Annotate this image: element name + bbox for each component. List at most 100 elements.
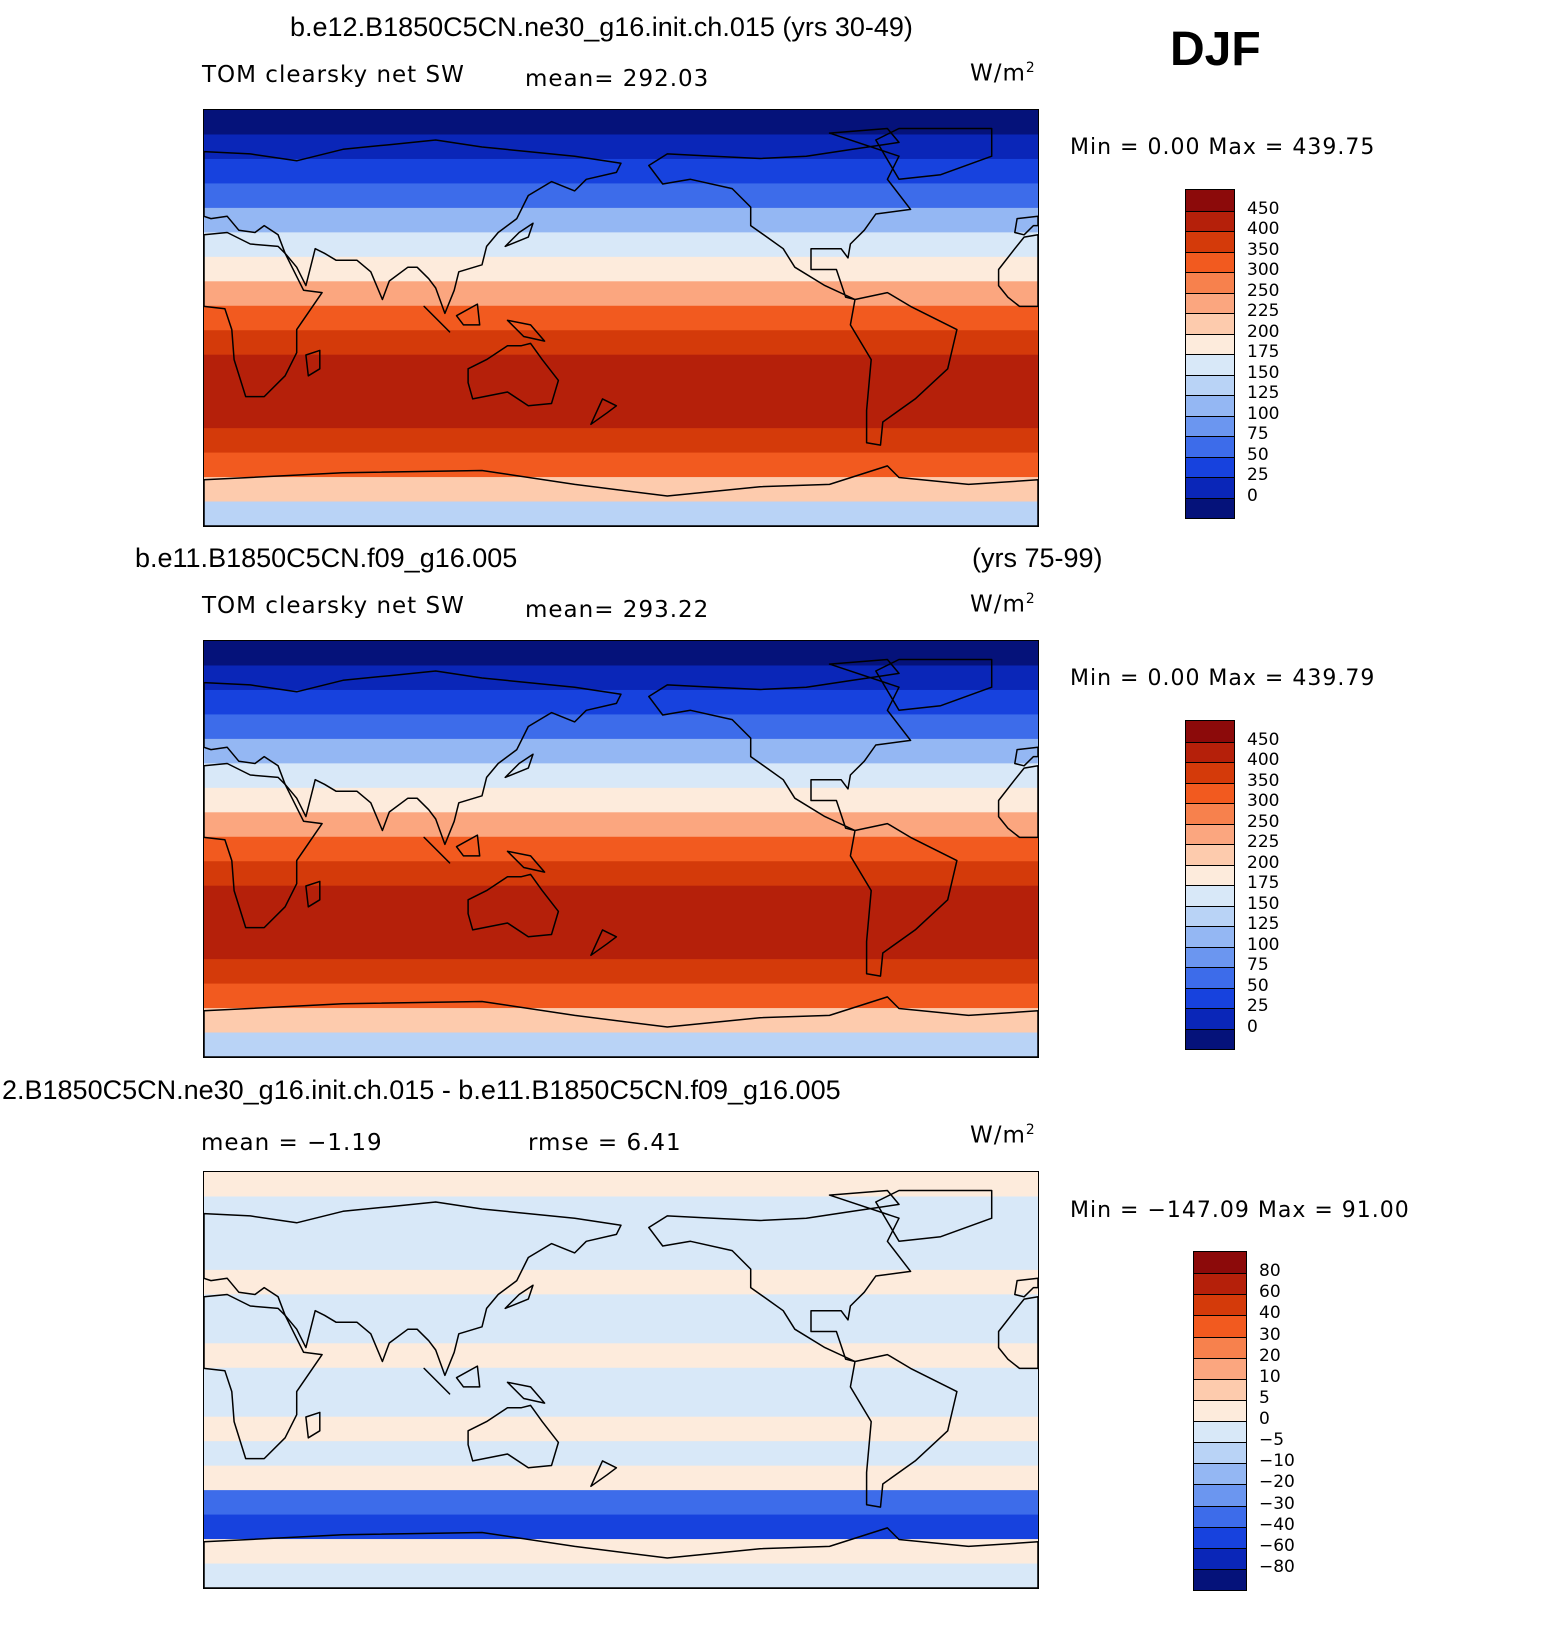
colorbar-swatch [1186, 926, 1234, 947]
colorbar-swatch [1186, 741, 1234, 762]
colorbar-swatch [1186, 1028, 1234, 1049]
colorbar-swatch [1194, 1399, 1246, 1421]
world-map [203, 1171, 1039, 1589]
colorbar-tick-label: 75 [1247, 955, 1269, 975]
colorbar-swatch [1186, 354, 1234, 375]
colorbar-tick-label: 125 [1247, 383, 1280, 403]
field-band [204, 281, 1038, 307]
field-band [204, 1514, 1038, 1541]
map-canvas [204, 1172, 1038, 1588]
field-band [204, 305, 1038, 332]
case-title: b.e12.B1850C5CN.ne30_g16.init.ch.015 (yr… [290, 12, 913, 42]
field-band [204, 1563, 1038, 1588]
colorbar [1193, 1251, 1247, 1591]
field-band [204, 861, 1038, 887]
coastline [648, 658, 912, 832]
colorbar-swatch [1186, 313, 1234, 334]
colorbar-tick-label: 0 [1259, 1409, 1270, 1429]
field-band [204, 1367, 1038, 1394]
colorbar-swatch [1186, 190, 1234, 211]
colorbar-tick-label: −80 [1259, 1556, 1295, 1577]
colorbar-swatch [1186, 762, 1234, 783]
colorbar-tick-label: 100 [1247, 934, 1280, 955]
colorbar-swatch [1186, 374, 1234, 395]
field-band [204, 641, 1038, 667]
colorbar-tick-label: 175 [1247, 873, 1280, 893]
season-label: DJF [1170, 23, 1261, 76]
field-band [204, 403, 1038, 430]
colorbar-tick-label: 100 [1247, 403, 1280, 424]
colorbar [1185, 189, 1235, 519]
coastline [455, 1365, 481, 1388]
coastline [455, 834, 481, 857]
field-band [204, 959, 1038, 985]
min-max-label: Min = 0.00 Max = 439.75 [1070, 135, 1376, 160]
colorbar-tick-label: 250 [1247, 811, 1280, 832]
field-band [204, 1392, 1038, 1418]
colorbar-swatch [1186, 231, 1234, 252]
coastline [305, 1411, 321, 1439]
colorbar [1185, 720, 1235, 1050]
coastline [1014, 215, 1038, 236]
colorbar-swatch [1194, 1357, 1246, 1379]
colorbar-tick-label: −5 [1259, 1430, 1285, 1451]
coastline [590, 929, 618, 957]
colorbar-swatch [1194, 1336, 1246, 1358]
colorbar-swatch [1186, 415, 1234, 436]
variable-label: TOM clearsky net SW [202, 62, 465, 88]
colorbar-tick-label: −30 [1259, 1493, 1295, 1514]
coastline [204, 996, 1038, 1057]
colorbar-tick-label: −20 [1259, 1472, 1295, 1493]
coastline [1014, 746, 1038, 767]
colorbar-swatch [1194, 1526, 1246, 1548]
colorbar-tick-label: −10 [1259, 1451, 1295, 1472]
coastline [504, 1284, 534, 1310]
field-band [204, 1490, 1038, 1516]
field-band [204, 1245, 1038, 1271]
coastline [305, 880, 321, 908]
coastline [467, 342, 560, 407]
colorbar-tick-label: 150 [1247, 362, 1280, 383]
colorbar-tick-label: 125 [1247, 914, 1280, 934]
world-map [203, 640, 1039, 1058]
field-band [204, 934, 1038, 961]
coastline [997, 234, 1038, 308]
coastline [204, 1201, 622, 1377]
colorbar-swatch [1186, 395, 1234, 416]
colorbar-tick-label: 225 [1247, 301, 1280, 321]
colorbar-tick-label: 200 [1247, 852, 1280, 873]
colorbar-swatch [1186, 1008, 1234, 1029]
min-max-label: Min = −147.09 Max = 91.00 [1070, 1198, 1410, 1223]
colorbar-tick-label: 350 [1247, 770, 1280, 791]
coastline [204, 465, 1038, 526]
colorbar-tick-label: 400 [1247, 219, 1280, 239]
coastline [849, 1353, 958, 1508]
colorbar-tick-label: 60 [1259, 1282, 1281, 1303]
coastline [467, 873, 560, 938]
colorbar-swatch [1186, 967, 1234, 988]
field-band [204, 1294, 1038, 1320]
colorbar-swatch [1186, 251, 1234, 272]
coastline [875, 1189, 993, 1243]
colorbar-tick-label: 25 [1247, 465, 1269, 485]
map-canvas [204, 641, 1038, 1057]
colorbar-tick-label: 0 [1247, 1016, 1258, 1037]
colorbar-swatch [1194, 1568, 1246, 1590]
coastline [455, 303, 481, 326]
colorbar-swatch [1194, 1315, 1246, 1337]
colorbar-swatch [1186, 436, 1234, 457]
colorbar-swatch [1194, 1547, 1246, 1569]
units-label: W/m2 [970, 60, 1036, 87]
field-band [204, 885, 1038, 912]
field-band [204, 812, 1038, 838]
coastline [423, 1367, 451, 1395]
coastline [305, 349, 321, 377]
coastline [590, 398, 618, 426]
colorbar-tick-label: 30 [1259, 1324, 1281, 1345]
coastline [997, 1296, 1038, 1370]
field-band [204, 1441, 1038, 1467]
colorbar-tick-label: 40 [1259, 1303, 1281, 1324]
colorbar-swatch [1186, 210, 1234, 231]
field-band [204, 983, 1038, 1010]
field-band [204, 330, 1038, 356]
